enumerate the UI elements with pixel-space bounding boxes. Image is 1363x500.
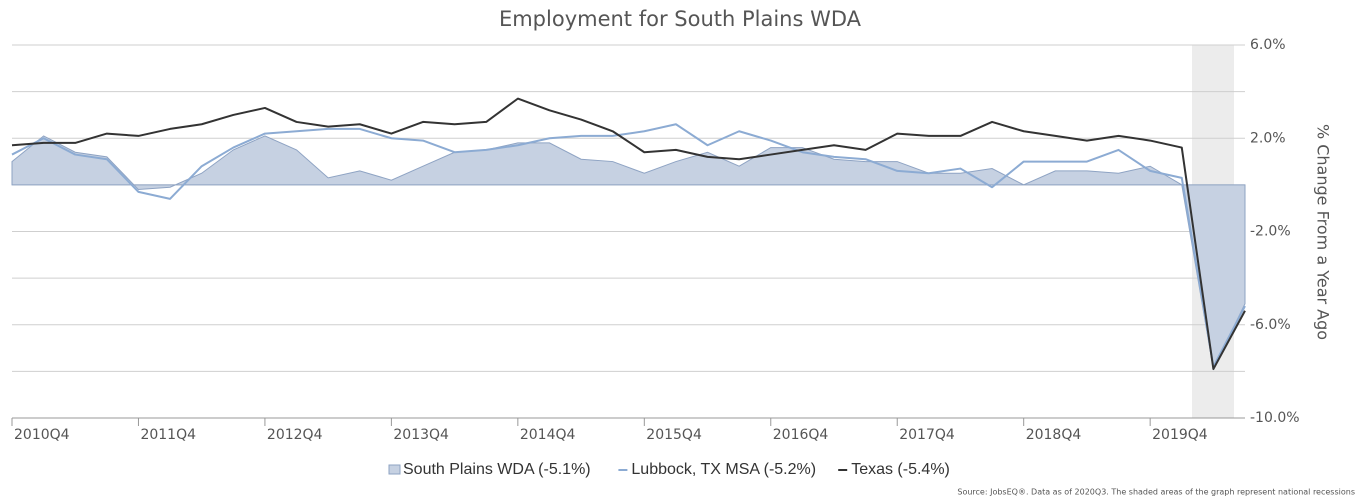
area [11, 135, 1246, 371]
x-tick-label: 2014Q4 [520, 427, 576, 443]
source-note: Source: JobsEQ®. Data as of 2020Q3. The … [957, 488, 1355, 497]
chart-title: Employment for South Plains WDA [499, 7, 862, 31]
x-tick-label: 2012Q4 [267, 427, 323, 443]
x-tick-label: 2018Q4 [1026, 427, 1082, 443]
y-tick-label: -10.0% [1250, 410, 1300, 426]
legend-label: Texas (-5.4%) [851, 461, 950, 478]
x-tick-label: 2010Q4 [14, 427, 70, 443]
legend-swatch [388, 464, 401, 475]
x-tick-label: 2015Q4 [646, 427, 702, 443]
x-tick-label: 2019Q4 [1152, 427, 1208, 443]
x-tick-label: 2013Q4 [393, 427, 449, 443]
y-tick-label: -2.0% [1250, 224, 1291, 240]
legend-label: Lubbock, TX MSA (-5.2%) [631, 461, 816, 478]
y-tick-label: 6.0% [1250, 37, 1286, 53]
x-tick-label: 2011Q4 [140, 427, 196, 443]
y-axis-title: % Change From a Year Ago [1314, 124, 1333, 340]
legend-label: South Plains WDA (-5.1%) [403, 461, 591, 478]
x-tick-label: 2016Q4 [773, 427, 829, 443]
y-tick-label: -6.0% [1250, 317, 1291, 333]
line [11, 123, 1246, 368]
y-tick-label: 2.0% [1250, 130, 1286, 146]
x-tick-label: 2017Q4 [899, 427, 955, 443]
line [11, 97, 1246, 371]
